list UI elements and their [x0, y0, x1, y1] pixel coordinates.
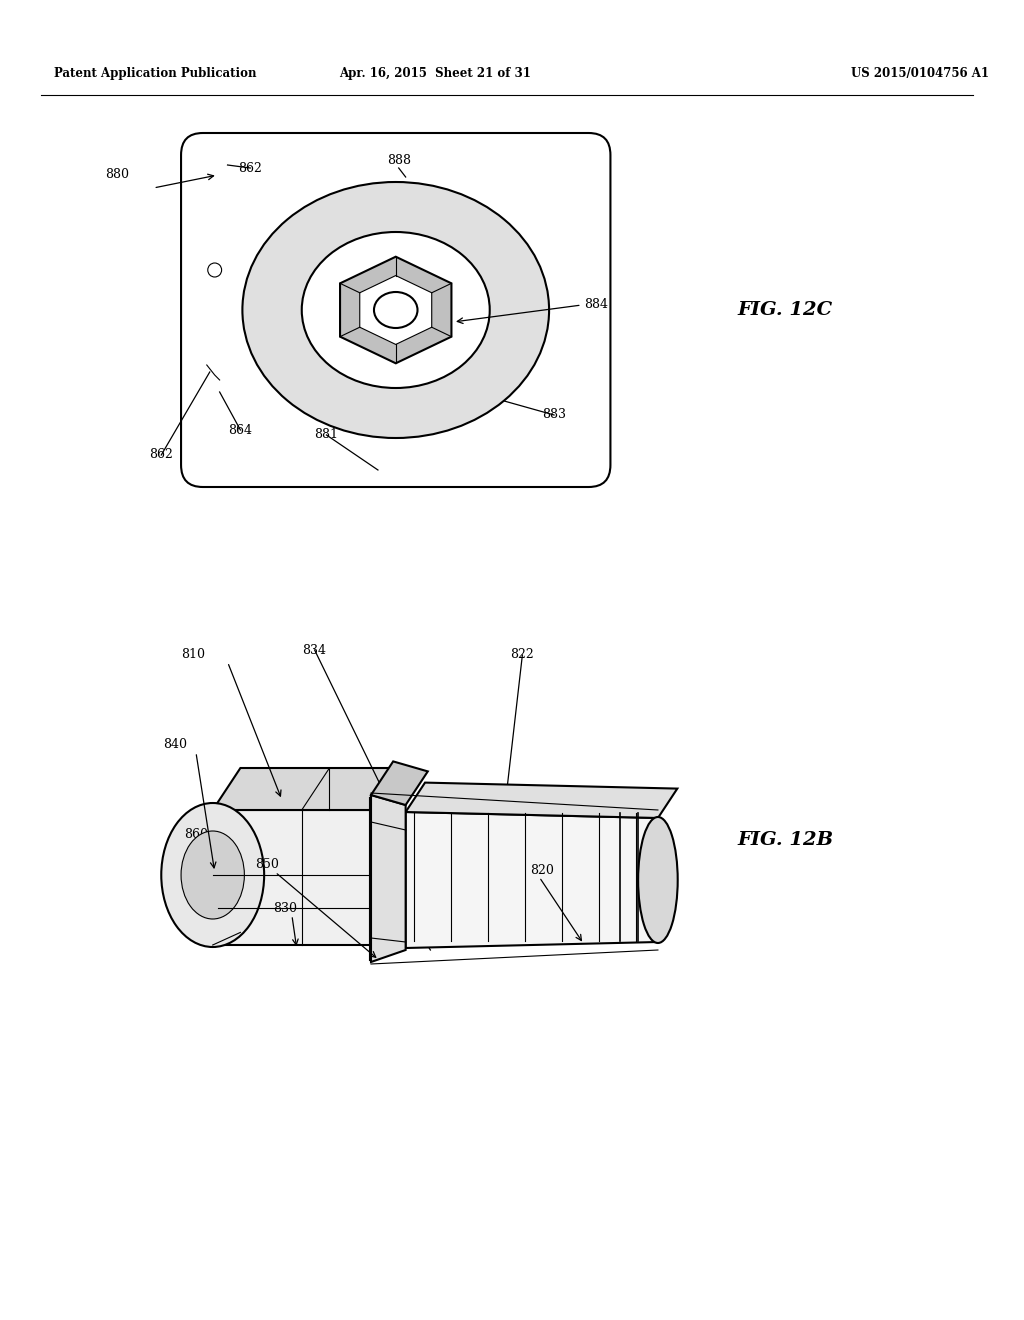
Text: 884: 884	[584, 298, 607, 312]
Polygon shape	[406, 812, 658, 948]
Ellipse shape	[374, 292, 418, 327]
Polygon shape	[406, 783, 677, 818]
FancyBboxPatch shape	[181, 133, 610, 487]
Ellipse shape	[181, 832, 245, 919]
Text: 855: 855	[369, 863, 393, 876]
Ellipse shape	[302, 232, 489, 388]
Polygon shape	[340, 256, 452, 363]
Text: 881: 881	[314, 429, 339, 441]
Circle shape	[208, 263, 221, 277]
Text: 888: 888	[387, 153, 411, 166]
Text: 850: 850	[255, 858, 280, 871]
Text: 810: 810	[181, 648, 205, 661]
Text: 830: 830	[273, 902, 297, 915]
Text: Apr. 16, 2015  Sheet 21 of 31: Apr. 16, 2015 Sheet 21 of 31	[339, 67, 531, 81]
Text: US 2015/0104756 A1: US 2015/0104756 A1	[851, 67, 989, 81]
Polygon shape	[213, 810, 371, 945]
Text: 862: 862	[239, 161, 262, 174]
Ellipse shape	[243, 182, 549, 438]
Polygon shape	[371, 762, 428, 805]
Polygon shape	[359, 276, 432, 345]
Text: FIG. 12B: FIG. 12B	[737, 832, 834, 849]
Text: 880: 880	[104, 169, 129, 181]
Ellipse shape	[638, 817, 678, 942]
Text: 864: 864	[228, 424, 252, 437]
Polygon shape	[213, 768, 398, 810]
Ellipse shape	[161, 803, 264, 946]
Polygon shape	[371, 795, 406, 962]
Text: 820: 820	[530, 863, 554, 876]
Text: FIG. 12C: FIG. 12C	[737, 301, 833, 319]
Text: 834: 834	[303, 644, 327, 656]
Text: 862: 862	[150, 449, 173, 462]
Text: 840: 840	[163, 738, 187, 751]
Text: Patent Application Publication: Patent Application Publication	[54, 67, 257, 81]
Text: 860: 860	[184, 829, 208, 842]
Text: 883: 883	[542, 408, 566, 421]
Text: 822: 822	[511, 648, 535, 661]
